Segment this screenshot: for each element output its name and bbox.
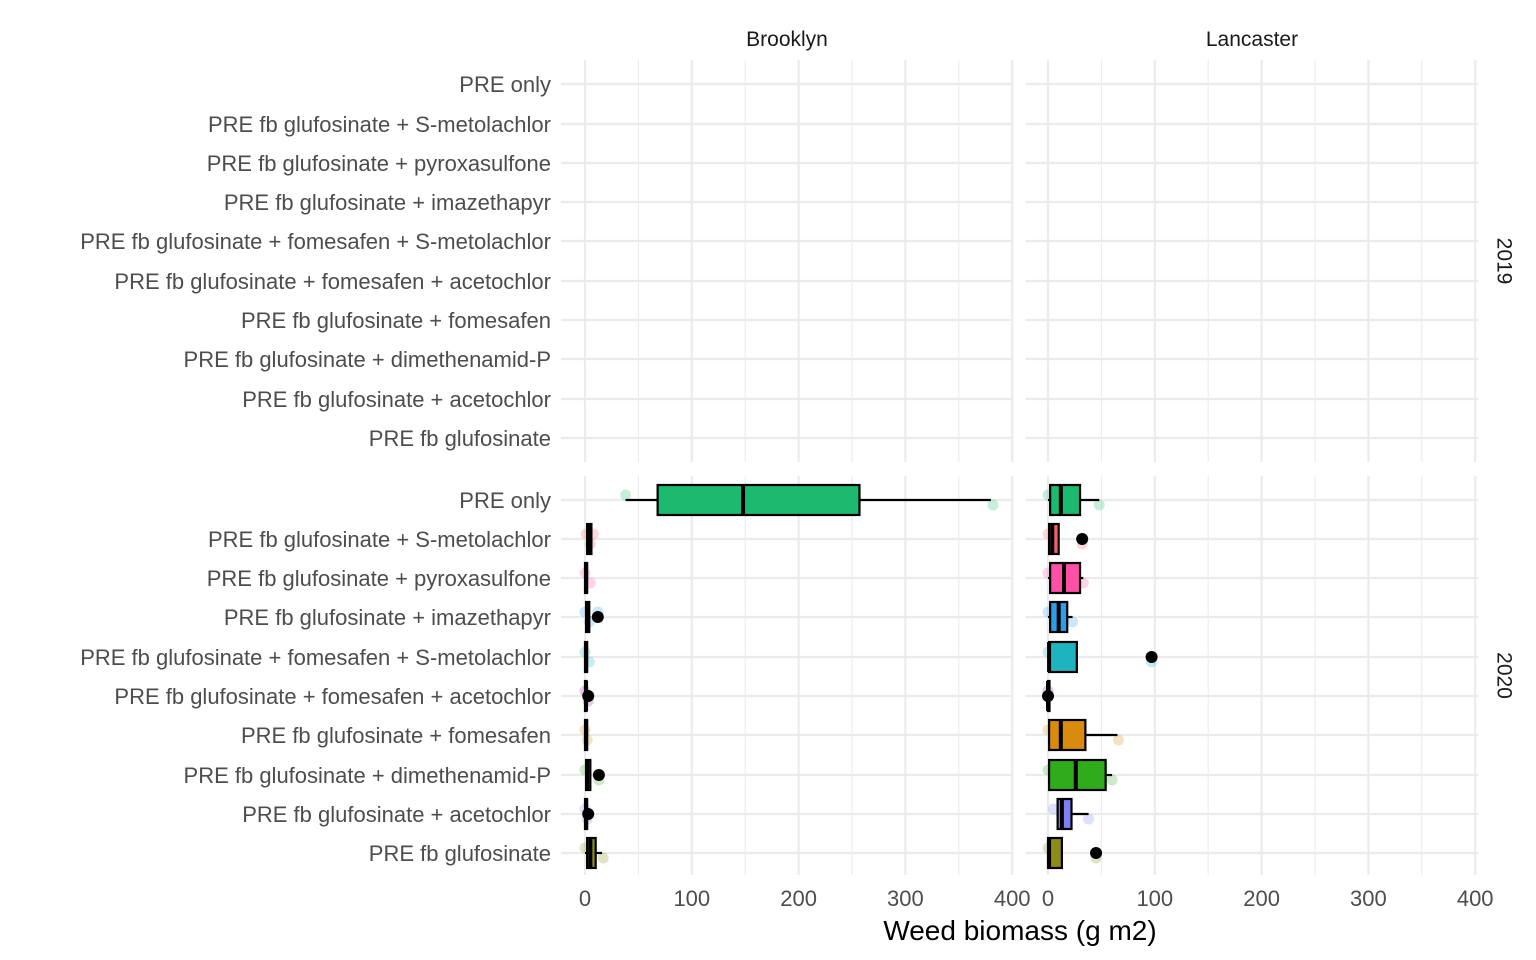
outlier-point (1090, 847, 1103, 859)
box-brooklyn-2020-pre-fb-glufosinate-acetochlor (579, 797, 595, 831)
box-brooklyn-2020-pre-fb-glufosinate-pyroxasulfone (579, 561, 596, 595)
box-lancaster-2020-pre-fb-glufosinate-imazethapyr (1042, 600, 1079, 634)
data-point (1083, 813, 1095, 825)
grid-layer (561, 60, 1478, 875)
iqr-box (1056, 797, 1073, 831)
y-tick-label: PRE fb glufosinate + acetochlor (242, 387, 551, 412)
y-tick-label: PRE fb glufosinate + pyroxasulfone (207, 566, 551, 591)
y-tick-label: PRE only (459, 488, 551, 513)
box-brooklyn-2020-pre-only (620, 483, 999, 517)
iqr-box (1047, 718, 1087, 752)
outlier-point (582, 808, 595, 820)
box-lancaster-2020-pre-fb-glufosinate-s-metolachlor (1042, 522, 1089, 556)
box-lancaster-2020-pre-fb-glufosinate (1042, 836, 1103, 870)
data-point (987, 499, 999, 511)
box-lancaster-2020-pre-fb-glufosinate-acetochlor (1047, 797, 1095, 831)
box-lancaster-2020-pre-only (1042, 483, 1105, 517)
box-brooklyn-2020-pre-fb-glufosinate-dimethenamid-p (579, 758, 605, 792)
iqr-box (1049, 483, 1082, 517)
box-brooklyn-2020-pre-fb-glufosinate-s-metolachlor (580, 522, 600, 556)
box-lancaster-2020-pre-fb-glufosinate-fomesafen-acetochlor (1042, 679, 1054, 713)
box-lancaster-2020-pre-fb-glufosinate-dimethenamid-p (1042, 758, 1118, 792)
y-tick-label: PRE fb glufosinate + imazethapyr (224, 190, 551, 215)
y-tick-label: PRE fb glufosinate + S-metolachlor (208, 112, 551, 137)
x-tick-label: 400 (1457, 886, 1494, 911)
y-tick-label: PRE fb glufosinate + fomesafen (241, 723, 551, 748)
box-brooklyn-2020-pre-fb-glufosinate-fomesafen-acetochlor (579, 679, 595, 713)
box-brooklyn-2020-pre-fb-glufosinate-fomesafen-s-metolachlor (579, 640, 595, 674)
x-tick-label: 200 (780, 886, 817, 911)
outlier-point (582, 690, 595, 702)
strip-label-2019: 2019 (1492, 238, 1515, 285)
y-tick-label: PRE fb glufosinate + imazethapyr (224, 605, 551, 630)
strip-label-lancaster: Lancaster (1206, 28, 1298, 51)
y-tick-label: PRE fb glufosinate + fomesafen (241, 308, 551, 333)
data-point (1112, 734, 1124, 746)
y-tick-label: PRE fb glufosinate + acetochlor (242, 802, 551, 827)
x-tick-labels: 0 100 200 300 400 0 100 200 300 400 (579, 886, 1494, 911)
x-tick-label: 100 (1136, 886, 1173, 911)
y-tick-label: PRE fb glufosinate + fomesafen + acetoch… (114, 269, 551, 294)
x-axis-label: Weed biomass (g m2) (883, 915, 1156, 946)
box-lancaster-2020-pre-fb-glufosinate-fomesafen-s-metolachlor (1042, 640, 1158, 674)
y-tick-label: PRE fb glufosinate + fomesafen + S-metol… (80, 229, 551, 254)
data-point (1093, 499, 1105, 511)
y-tick-label: PRE only (459, 72, 551, 97)
strip-label-brooklyn: Brooklyn (746, 28, 828, 51)
y-tick-label: PRE fb glufosinate + fomesafen + acetoch… (114, 684, 551, 709)
data-point (620, 489, 632, 501)
box-brooklyn-2020-pre-fb-glufosinate-imazethapyr (579, 600, 604, 634)
box-lancaster-2020-pre-fb-glufosinate-pyroxasulfone (1042, 561, 1089, 595)
outlier-point (592, 769, 605, 781)
data-point (1047, 803, 1059, 815)
data-point (1067, 616, 1079, 628)
outlier-point (1042, 690, 1054, 702)
box-lancaster-2020-pre-fb-glufosinate-fomesafen (1042, 718, 1124, 752)
iqr-box (656, 483, 861, 517)
y-tick-labels: PRE only PRE fb glufosinate + S-metolachl… (80, 72, 551, 866)
box-brooklyn-2020-pre-fb-glufosinate (579, 836, 609, 870)
outlier-point (591, 611, 604, 623)
y-tick-label: PRE fb glufosinate + pyroxasulfone (207, 151, 551, 176)
x-tick-label: 0 (1042, 886, 1054, 911)
strip-label-2020: 2020 (1492, 652, 1515, 699)
y-tick-label: PRE fb glufosinate + dimethenamid-P (184, 763, 551, 788)
x-tick-label: 300 (887, 886, 924, 911)
y-tick-label: PRE fb glufosinate (369, 426, 551, 451)
box-brooklyn-2020-pre-fb-glufosinate-fomesafen (579, 718, 593, 752)
outlier-point (1076, 533, 1089, 545)
x-tick-label: 0 (579, 886, 591, 911)
y-tick-label: PRE fb glufosinate + S-metolachlor (208, 527, 551, 552)
x-tick-label: 100 (673, 886, 710, 911)
iqr-box (1047, 640, 1078, 674)
x-tick-label: 300 (1350, 886, 1387, 911)
y-tick-label: PRE fb glufosinate (369, 841, 551, 866)
x-tick-label: 200 (1243, 886, 1280, 911)
data-point (1106, 774, 1118, 786)
x-tick-label: 400 (994, 886, 1031, 911)
y-tick-label: PRE fb glufosinate + dimethenamid-P (184, 347, 551, 372)
y-tick-label: PRE fb glufosinate + fomesafen + S-metol… (80, 645, 551, 670)
strip-labels: Brooklyn Lancaster 2019 2020 (746, 28, 1515, 699)
data-marks (579, 483, 1158, 870)
data-point (597, 852, 609, 864)
outlier-point (1145, 651, 1158, 663)
